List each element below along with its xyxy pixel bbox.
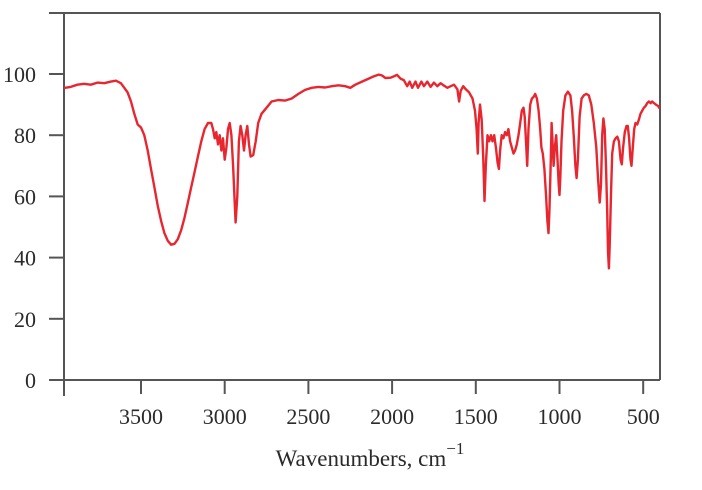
x-tick-label: 1000 [538, 404, 582, 429]
x-tick-label: 2000 [370, 404, 414, 429]
x-axis-title-text: Wavenumbers, cm [276, 446, 447, 471]
y-tick-label: 40 [14, 246, 36, 271]
x-tick-label: 500 [627, 404, 660, 429]
y-tick-label: 60 [14, 184, 36, 209]
y-tick-label: 20 [14, 307, 36, 332]
x-tick-label: 3500 [119, 404, 163, 429]
x-axis: 3500 3000 2500 2000 1500 1000 500 [119, 380, 660, 429]
x-axis-title-superscript: −1 [446, 439, 464, 458]
y-tick-label: 80 [14, 123, 36, 148]
plot-frame [49, 12, 661, 396]
y-tick-label: 0 [25, 368, 36, 393]
x-tick-label: 3000 [203, 404, 247, 429]
y-axis: 0 20 40 60 80 100 [3, 62, 64, 393]
x-tick-label: 2500 [286, 404, 330, 429]
spectrum-line [63, 73, 661, 270]
y-tick-label: 100 [3, 62, 36, 87]
x-tick-label: 1500 [454, 404, 498, 429]
x-axis-title: Wavenumbers, cm−1 [276, 439, 465, 471]
